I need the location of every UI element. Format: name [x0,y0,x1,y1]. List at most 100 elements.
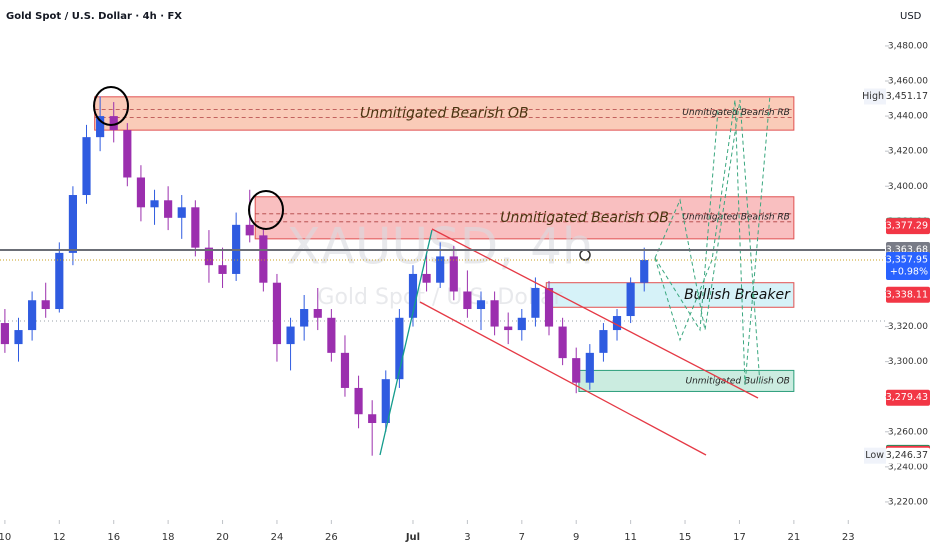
candle-body [422,273,431,283]
zone [254,196,795,240]
x-tick-label: 9 [573,532,579,543]
projection [654,99,761,386]
candle-body [272,282,282,345]
candle-body [82,137,91,196]
x-tick-label: 3 [464,532,470,543]
channel-bottom [419,301,707,456]
x-tick-label: 15 [679,532,692,543]
candle-body [640,260,649,283]
candle-body [544,287,554,327]
x-tick-label: 10 [0,532,11,543]
candle-body [436,256,445,283]
x-tick-label: 26 [325,532,338,543]
projection [654,109,719,332]
candle-body [218,265,227,274]
price-label-text: 3,451.17 [886,91,928,102]
zone-tag: Unmitigated Bullish OB [686,376,790,386]
candle-body [41,300,50,310]
candle-body [572,358,581,383]
candle-body [14,330,23,345]
watermark-sub: Gold Spot / U.S. Dollar [317,285,563,310]
y-tick-label: 3,300.00 [888,357,928,367]
candle-body [340,352,350,388]
price-label [886,218,930,235]
price-label [886,88,930,105]
price-tag: High [862,91,884,102]
x-tick-label: Jul [405,532,420,543]
candle-body [286,326,295,345]
candle-body [531,287,540,318]
candle-body [259,235,268,283]
candle-body [395,317,404,380]
candle-body [612,316,622,331]
price-label-text: 3,279.43 [886,392,928,403]
y-tick-label: 3,440.00 [888,112,928,122]
price-tag-bg [864,447,886,464]
candle-body [245,224,254,236]
y-tick-label: 3,460.00 [888,77,928,87]
price-label-text: 3,246.37 [886,450,928,461]
candle-body [28,300,37,331]
x-tick-label: 23 [842,532,855,543]
zone-label: Unmitigated Bearish OB [360,105,529,121]
drawings [93,86,771,456]
candle-body [381,379,390,424]
zone [94,96,795,131]
price-label-text: 3,357.95 [886,255,928,266]
candle-body [96,116,105,138]
zone-tag: Unmitigated Bearish RB [682,212,790,222]
candle-body [109,116,118,131]
y-tick-label: 3,220.00 [888,497,928,507]
candle-body [558,326,567,359]
candle-body [55,252,64,310]
x-tick-label: 21 [787,532,800,543]
candle-body [599,330,608,353]
price-label-text: 3,338.11 [886,289,928,300]
price-label [886,447,930,464]
projection [654,94,771,386]
y-tick-label: 3,420.00 [888,147,928,157]
trend-line [379,229,433,456]
candle-body [123,130,132,178]
zone-tag: Unmitigated Bearish RB [682,108,790,118]
price-label [886,389,930,406]
candle-body [476,300,486,310]
circle [93,86,129,126]
candle-body [449,256,458,292]
currency: USD [900,11,922,22]
candle-body [490,300,499,327]
price-tag: Low [865,450,884,461]
candle-body [463,291,472,310]
candle-body [408,273,418,318]
candle-body [150,200,159,208]
candle-body [585,352,594,383]
price-label [886,252,930,280]
candle-body [354,387,363,415]
x-tick-label: 20 [216,532,229,543]
axes: 3,220.003,240.003,260.003,280.003,300.00… [0,41,930,543]
y-tick-label: 3,260.00 [888,427,928,437]
price-change: +0.98% [890,267,928,278]
price-label [886,286,930,303]
candle-body [517,317,526,331]
zones: Unmitigated Bearish OB Unmitigated Bearis… [94,96,795,392]
candle-body [0,323,9,345]
candle-body [313,309,322,318]
price-tag-bg [864,88,886,105]
x-tick-label: 12 [53,532,66,543]
y-tick-label: 3,480.00 [888,41,928,51]
price-label-text: 3,363.68 [886,244,928,255]
candle-body [300,309,309,327]
x-tick-label: 17 [733,532,746,543]
candle-body [191,207,200,248]
candle-body [504,326,513,331]
candle-body [327,317,336,353]
header-title: Gold Spot / U.S. Dollar · 4h · FX [6,11,182,22]
candle-body [204,247,214,266]
x-tick-label: 16 [107,532,120,543]
x-tick-label: 24 [271,532,284,543]
y-tick-label: 3,320.00 [888,322,928,332]
candle-body [626,282,635,317]
